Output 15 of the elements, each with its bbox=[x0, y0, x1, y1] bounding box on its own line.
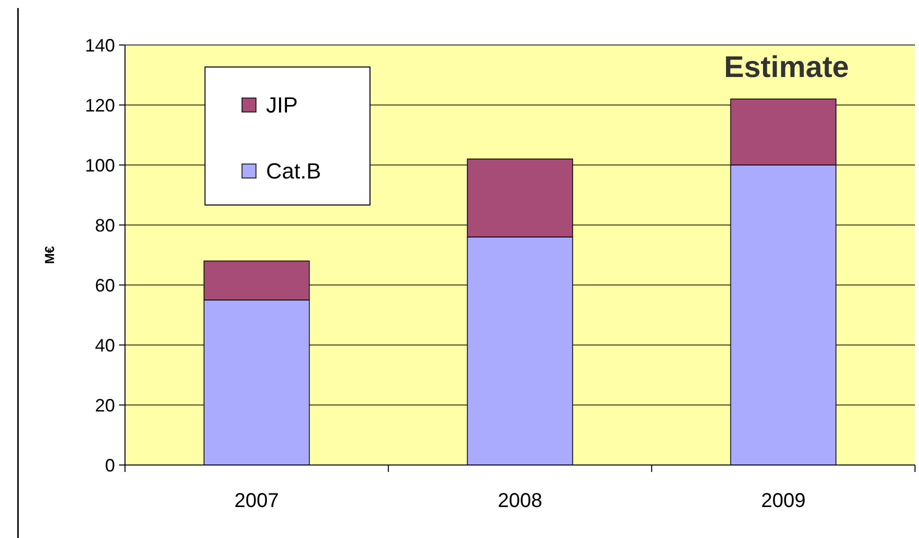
x-tick-label: 2009 bbox=[761, 490, 806, 512]
annotation: Estimate bbox=[724, 51, 849, 84]
y-tick-label: 40 bbox=[94, 335, 115, 356]
y-tick-label: 100 bbox=[84, 155, 115, 176]
legend-label: JIP bbox=[266, 92, 298, 118]
y-tick-label: 20 bbox=[94, 395, 115, 416]
y-axis-title: M€ bbox=[42, 246, 57, 264]
y-tick-label: 140 bbox=[84, 35, 115, 56]
x-tick-label: 2008 bbox=[498, 490, 542, 512]
y-tick-label: 0 bbox=[104, 455, 115, 476]
legend-label: Cat.B bbox=[266, 158, 322, 184]
y-tick-label: 60 bbox=[94, 275, 115, 296]
y-tick-label: 80 bbox=[94, 215, 115, 236]
x-tick-label: 2007 bbox=[234, 490, 279, 512]
y-tick-label: 120 bbox=[84, 95, 115, 116]
